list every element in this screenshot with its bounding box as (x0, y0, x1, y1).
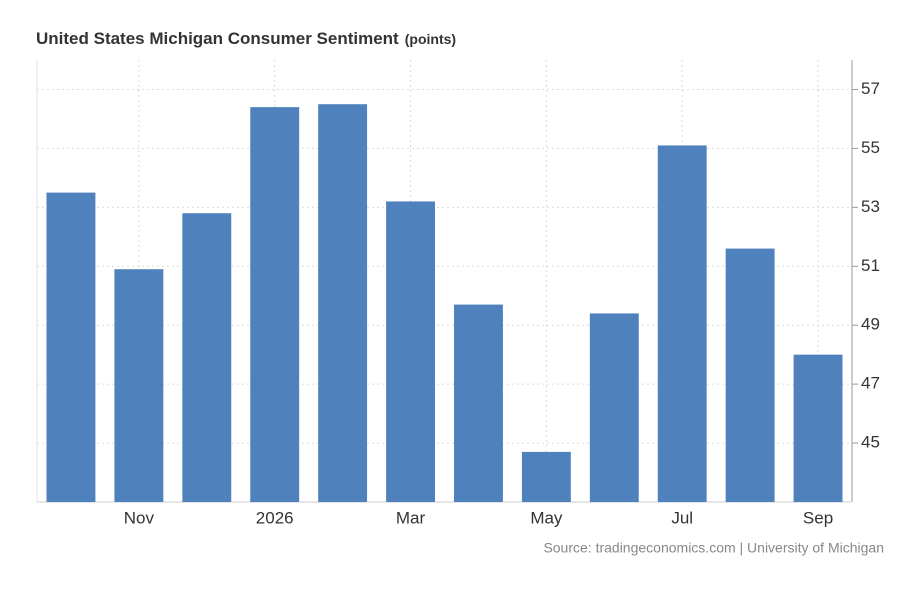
y-tick-label: 51 (861, 256, 880, 275)
bar (725, 248, 775, 502)
bar (521, 451, 571, 502)
bar (182, 213, 232, 502)
y-tick-label: 53 (861, 197, 880, 216)
bar (46, 192, 96, 502)
bar (589, 313, 639, 502)
x-tick-label: May (530, 508, 563, 527)
x-tick-label: 2026 (256, 508, 294, 527)
x-tick-label: Nov (124, 508, 155, 527)
x-tick-label: Jul (671, 508, 693, 527)
bar (250, 107, 300, 502)
unit-text: (points) (405, 31, 456, 47)
x-tick-label: Sep (803, 508, 833, 527)
title-text: United States Michigan Consumer Sentimen… (36, 29, 399, 48)
bar (114, 269, 164, 502)
y-tick-label: 57 (861, 79, 880, 98)
x-tick-label: Mar (396, 508, 426, 527)
source: Source: tradingeconomics.com | Universit… (543, 540, 884, 556)
bar (793, 354, 843, 502)
y-tick-label: 47 (861, 374, 880, 393)
bar (657, 145, 707, 502)
bar (386, 201, 435, 502)
y-tick-label: 49 (861, 315, 880, 334)
bar (454, 304, 503, 502)
bar (318, 104, 368, 502)
y-tick-label: 55 (861, 138, 880, 157)
chart-title: United States Michigan Consumer Sentimen… (36, 29, 456, 48)
y-tick-label: 45 (861, 433, 880, 452)
